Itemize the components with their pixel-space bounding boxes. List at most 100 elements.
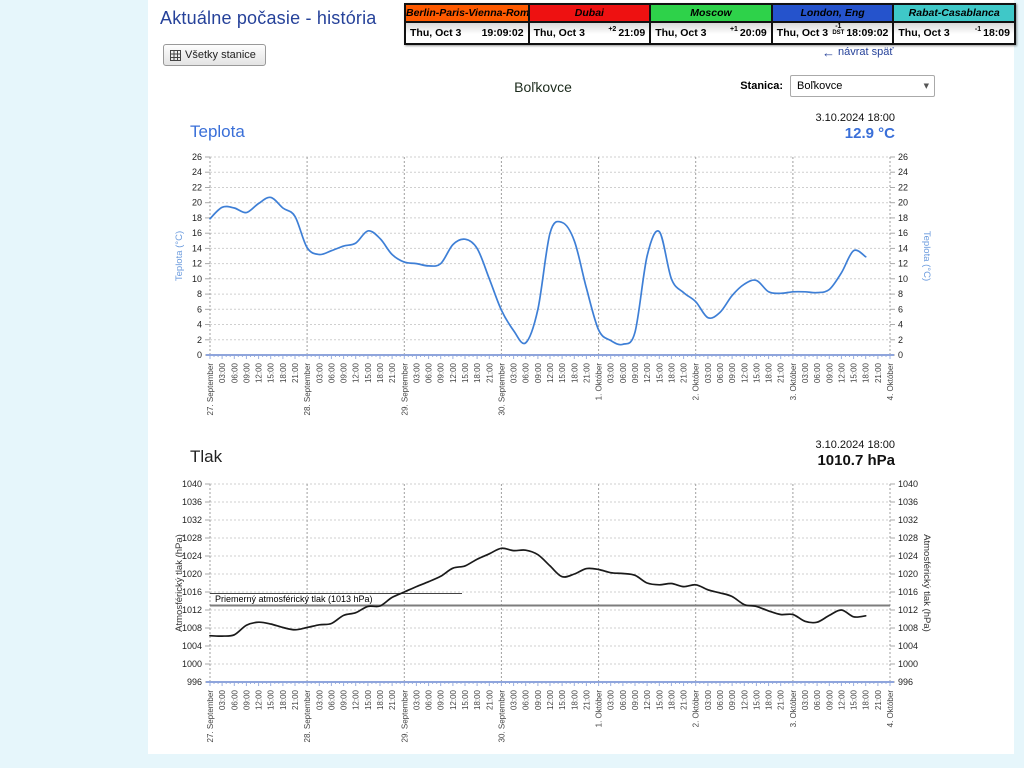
svg-text:12:00: 12:00 <box>255 362 264 383</box>
svg-text:2. Október: 2. Október <box>692 363 701 401</box>
svg-text:27. September: 27. September <box>206 363 215 416</box>
svg-text:12:00: 12:00 <box>352 362 361 383</box>
svg-text:0: 0 <box>197 350 202 360</box>
svg-text:6: 6 <box>197 304 202 314</box>
svg-text:03:00: 03:00 <box>704 689 713 710</box>
svg-text:12:00: 12:00 <box>740 362 749 383</box>
svg-text:03:00: 03:00 <box>704 362 713 383</box>
svg-text:21:00: 21:00 <box>680 689 689 710</box>
pressure-chart-title: Tlak <box>190 447 223 466</box>
svg-text:09:00: 09:00 <box>825 689 834 710</box>
svg-text:6: 6 <box>898 304 903 314</box>
svg-text:1016: 1016 <box>182 587 202 597</box>
temperature-current-value: 12.9 °C <box>844 125 895 142</box>
svg-text:8: 8 <box>197 289 202 299</box>
svg-text:1008: 1008 <box>182 623 202 633</box>
clock-utc-offset: +2 <box>608 25 617 33</box>
svg-text:15:00: 15:00 <box>461 689 470 710</box>
svg-text:10: 10 <box>898 274 908 284</box>
svg-text:996: 996 <box>898 677 913 687</box>
svg-text:21:00: 21:00 <box>874 362 883 383</box>
svg-text:03:00: 03:00 <box>412 362 421 383</box>
svg-text:14: 14 <box>192 243 202 253</box>
svg-text:1012: 1012 <box>898 605 918 615</box>
svg-text:Teplota (°C): Teplota (°C) <box>174 231 185 281</box>
svg-text:09:00: 09:00 <box>534 362 543 383</box>
clock-city-label: Dubai <box>529 5 650 23</box>
svg-text:18:00: 18:00 <box>570 689 579 710</box>
svg-text:18:00: 18:00 <box>667 689 676 710</box>
svg-text:1036: 1036 <box>182 497 202 507</box>
svg-text:18:00: 18:00 <box>376 689 385 710</box>
svg-text:09:00: 09:00 <box>242 362 251 383</box>
clock-moscow: Moscow Thu, Oct 3 +1 20:09 <box>651 5 773 43</box>
pressure-timestamp: 3.10.2024 18:00 <box>815 439 895 451</box>
clock-utc-offset: -1 <box>835 22 842 30</box>
svg-text:21:00: 21:00 <box>582 689 591 710</box>
svg-text:18: 18 <box>192 213 202 223</box>
svg-text:15:00: 15:00 <box>655 689 664 710</box>
clock-dst-flag: DST <box>832 29 845 36</box>
all-stations-button[interactable]: Všetky stanice <box>163 44 266 66</box>
svg-text:Teplota (°C): Teplota (°C) <box>921 231 932 281</box>
clock-rabat: Rabat-Casablanca Thu, Oct 3 -1 18:09 <box>894 5 1014 43</box>
svg-text:18:00: 18:00 <box>279 689 288 710</box>
svg-text:15:00: 15:00 <box>752 689 761 710</box>
svg-text:12:00: 12:00 <box>740 689 749 710</box>
svg-text:29. September: 29. September <box>400 363 409 416</box>
svg-text:18:00: 18:00 <box>667 362 676 383</box>
pressure-chart: 996 996 1000 1000 1004 1004 1008 1008 1012 1012 10… <box>174 479 932 743</box>
svg-text:15:00: 15:00 <box>267 689 276 710</box>
clock-dubai: Dubai Thu, Oct 3 +2 21:09 <box>529 5 652 43</box>
svg-text:21:00: 21:00 <box>777 362 786 383</box>
svg-text:2: 2 <box>197 335 202 345</box>
station-select[interactable]: Boľkovce <box>790 75 935 97</box>
svg-text:20: 20 <box>898 198 908 208</box>
svg-text:24: 24 <box>898 167 908 177</box>
svg-text:2: 2 <box>898 335 903 345</box>
svg-text:15:00: 15:00 <box>655 362 664 383</box>
svg-text:16: 16 <box>898 228 908 238</box>
svg-text:18: 18 <box>898 213 908 223</box>
svg-text:3. Október: 3. Október <box>789 363 798 401</box>
svg-text:4: 4 <box>898 320 903 330</box>
svg-text:1020: 1020 <box>182 569 202 579</box>
svg-text:15:00: 15:00 <box>267 362 276 383</box>
clock-date: Thu, Oct 3 <box>776 27 829 39</box>
svg-text:03:00: 03:00 <box>315 362 324 383</box>
svg-text:12:00: 12:00 <box>643 362 652 383</box>
clock-berlin: Berlin-Paris-Vienna-Roma Thu, Oct 3 19:0… <box>406 5 530 43</box>
back-link[interactable]: ← návrat späť <box>822 46 894 59</box>
svg-text:1032: 1032 <box>898 515 918 525</box>
content-area: Aktuálne počasie - história Všetky stani… <box>148 0 1016 754</box>
svg-text:15:00: 15:00 <box>752 362 761 383</box>
svg-text:18:00: 18:00 <box>376 362 385 383</box>
svg-text:0: 0 <box>898 350 903 360</box>
svg-text:06:00: 06:00 <box>230 362 239 383</box>
svg-text:1024: 1024 <box>182 551 202 561</box>
svg-text:21:00: 21:00 <box>388 362 397 383</box>
station-select-wrap: Boľkovce ▼ <box>790 75 935 97</box>
svg-text:06:00: 06:00 <box>716 689 725 710</box>
svg-text:06:00: 06:00 <box>522 362 531 383</box>
svg-text:15:00: 15:00 <box>850 362 859 383</box>
clock-city-label: Moscow <box>651 5 771 23</box>
svg-text:15:00: 15:00 <box>364 689 373 710</box>
svg-text:18:00: 18:00 <box>765 362 774 383</box>
svg-text:1024: 1024 <box>898 551 918 561</box>
svg-text:29. September: 29. September <box>400 690 409 743</box>
svg-text:09:00: 09:00 <box>340 689 349 710</box>
temperature-chart-header: 3.10.2024 18:00 12.9 °C <box>815 112 895 142</box>
svg-text:12:00: 12:00 <box>449 689 458 710</box>
svg-text:12:00: 12:00 <box>546 362 555 383</box>
clock-city-label: London, Eng <box>772 5 893 23</box>
svg-text:12:00: 12:00 <box>352 689 361 710</box>
svg-text:06:00: 06:00 <box>619 362 628 383</box>
clock-time: 19:09:02 <box>481 27 524 39</box>
temperature-timestamp: 3.10.2024 18:00 <box>815 112 895 124</box>
svg-text:03:00: 03:00 <box>607 362 616 383</box>
clock-city-label: Rabat-Casablanca <box>894 5 1014 23</box>
svg-text:1040: 1040 <box>182 479 202 489</box>
station-select-label: Stanica: <box>740 80 783 92</box>
svg-text:1028: 1028 <box>898 533 918 543</box>
